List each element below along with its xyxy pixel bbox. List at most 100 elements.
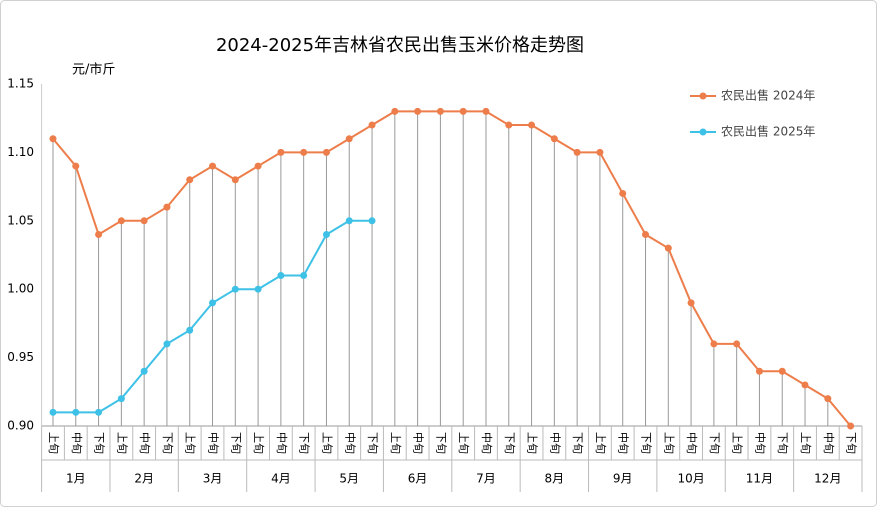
data-point: [95, 408, 103, 416]
x-tick-label: 下旬: [708, 432, 721, 454]
data-point: [801, 381, 809, 389]
data-point: [642, 230, 650, 238]
data-point: [209, 299, 217, 307]
data-point: [733, 340, 741, 348]
x-tick-label: 上旬: [731, 432, 744, 454]
y-tick-label: 1.05: [7, 213, 34, 227]
data-point: [436, 107, 444, 115]
group-label: 11月: [746, 472, 773, 486]
data-point: [163, 203, 171, 211]
x-tick-label: 上旬: [115, 432, 128, 454]
data-point: [322, 148, 330, 156]
x-tick-label: 上旬: [389, 432, 402, 454]
x-tick-label: 中旬: [275, 432, 288, 454]
data-point: [847, 422, 855, 430]
y-tick-label: 0.90: [7, 419, 34, 433]
data-point: [368, 217, 376, 225]
x-tick-label: 上旬: [594, 432, 607, 454]
x-tick-label: 上旬: [320, 432, 333, 454]
x-tick-label: 中旬: [138, 432, 151, 454]
data-point: [300, 272, 308, 280]
x-tick-label: 中旬: [685, 432, 698, 454]
x-tick-label: 下旬: [640, 432, 653, 454]
data-point: [95, 230, 103, 238]
y-axis-label: 元/市斤: [72, 62, 115, 78]
group-label: 6月: [408, 472, 428, 486]
x-tick-label: 中旬: [822, 432, 835, 454]
data-point: [72, 408, 80, 416]
data-point: [186, 176, 194, 184]
data-point: [778, 367, 786, 375]
data-point: [117, 395, 125, 403]
data-point: [345, 217, 353, 225]
y-tick-label: 1.00: [7, 282, 34, 296]
data-point: [345, 135, 353, 143]
data-point: [254, 285, 262, 293]
x-tick-label: 上旬: [457, 432, 470, 454]
x-tick-label: 下旬: [434, 432, 447, 454]
x-tick-label: 中旬: [480, 432, 493, 454]
x-tick-label: 上旬: [184, 432, 197, 454]
data-point: [391, 107, 399, 115]
data-point: [528, 121, 536, 129]
data-point: [619, 189, 627, 197]
data-point: [277, 148, 285, 156]
legend-label: 农民出售 2024年: [721, 88, 815, 103]
x-tick-label: 下旬: [229, 432, 242, 454]
data-point: [459, 107, 467, 115]
y-tick-label: 0.95: [7, 350, 34, 364]
data-point: [596, 148, 604, 156]
x-tick-label: 下旬: [93, 432, 106, 454]
group-label: 2月: [134, 472, 154, 486]
data-point: [664, 244, 672, 252]
data-point: [140, 217, 148, 225]
x-tick-label: 中旬: [343, 432, 356, 454]
x-tick-label: 中旬: [753, 432, 766, 454]
data-point: [482, 107, 490, 115]
x-tick-label: 上旬: [47, 432, 60, 454]
data-point: [300, 148, 308, 156]
group-label: 8月: [545, 472, 565, 486]
x-tick-label: 中旬: [412, 432, 425, 454]
group-label: 9月: [613, 472, 633, 486]
x-tick-label: 下旬: [776, 432, 789, 454]
data-point: [254, 162, 262, 170]
data-point: [231, 176, 239, 184]
x-tick-label: 下旬: [503, 432, 516, 454]
y-tick-label: 1.10: [7, 145, 34, 159]
data-point: [49, 408, 57, 416]
data-point: [277, 272, 285, 280]
y-tick-label: 1.15: [7, 77, 34, 91]
group-label: 5月: [339, 472, 359, 486]
data-point: [414, 107, 422, 115]
legend-marker: [699, 92, 707, 100]
x-tick-label: 上旬: [252, 432, 265, 454]
x-tick-label: 下旬: [571, 432, 584, 454]
data-point: [755, 367, 763, 375]
data-point: [163, 340, 171, 348]
x-tick-label: 中旬: [70, 432, 83, 454]
group-label: 7月: [476, 472, 496, 486]
data-point: [687, 299, 695, 307]
data-point: [140, 367, 148, 375]
group-label: 12月: [814, 472, 841, 486]
data-point: [231, 285, 239, 293]
data-point: [550, 135, 558, 143]
x-tick-label: 下旬: [845, 432, 858, 454]
x-tick-label: 上旬: [662, 432, 675, 454]
data-point: [824, 395, 832, 403]
x-tick-label: 中旬: [548, 432, 561, 454]
data-point: [209, 162, 217, 170]
data-point: [72, 162, 80, 170]
series-line: [52, 110, 852, 427]
group-label: 10月: [677, 472, 704, 486]
group-label: 3月: [203, 472, 223, 486]
x-tick-label: 下旬: [161, 432, 174, 454]
x-tick-label: 上旬: [799, 432, 812, 454]
data-point: [49, 135, 57, 143]
group-label: 4月: [271, 472, 291, 486]
data-point: [573, 148, 581, 156]
chart-title: 2024-2025年吉林省农民出售玉米价格走势图: [216, 35, 584, 56]
